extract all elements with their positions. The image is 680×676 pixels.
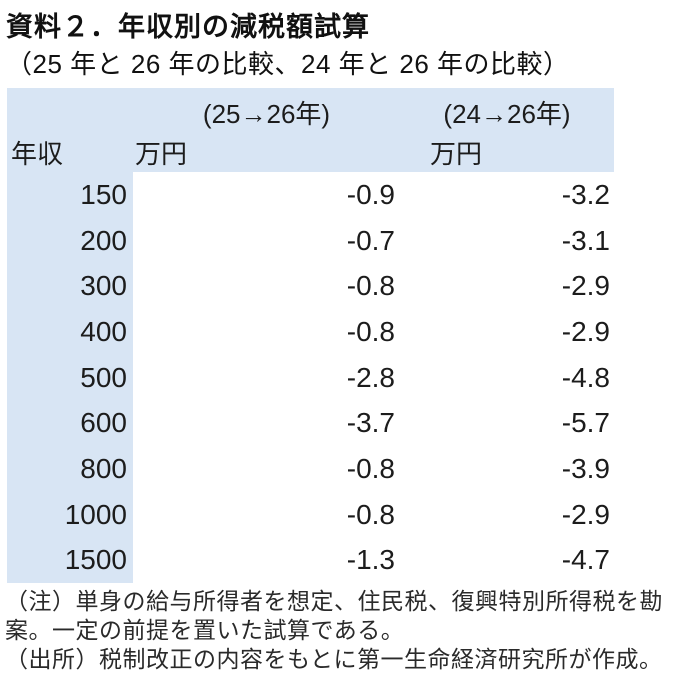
change-25-26-cell: -2.8 — [346, 361, 395, 393]
income-cell: 1500 — [7, 537, 133, 584]
table-row: 150 -0.9 -3.2 — [7, 172, 614, 218]
unit-label-col1: 万円 — [135, 139, 188, 169]
change-25-26-cell: -3.7 — [346, 407, 395, 439]
footnotes: （注）単身の給与所得者を想定、住民税、復興特別所得税を勘 案。一定の前提を置いた… — [5, 587, 677, 674]
change-25-26-cell: -0.7 — [346, 224, 395, 256]
change-25-26-cell: -0.9 — [346, 178, 395, 210]
income-cell: 1000 — [7, 491, 133, 538]
income-cell: 500 — [7, 354, 133, 401]
table-row: 600 -3.7 -5.7 — [7, 400, 614, 447]
change-24-26-cell: -2.9 — [561, 270, 610, 302]
income-cell: 600 — [7, 400, 133, 447]
change-25-26-cell: -0.8 — [346, 315, 395, 347]
change-25-26-cell: -1.3 — [346, 544, 395, 576]
change-24-26-cell: -2.9 — [561, 498, 610, 530]
change-24-26-cell: -4.8 — [561, 361, 610, 393]
income-cell: 300 — [7, 263, 133, 310]
income-cell: 200 — [7, 217, 133, 264]
change-25-26-cell: -0.8 — [346, 452, 395, 484]
source-line: （出所）税制改正の内容をもとに第一生命経済研究所が作成。 — [5, 647, 663, 672]
change-24-26-cell: -2.9 — [561, 315, 610, 347]
note-line-1: （注）単身の給与所得者を想定、住民税、復興特別所得税を勘 — [5, 589, 663, 614]
income-cell: 150 — [7, 172, 133, 218]
unit-label-col2: 万円 — [430, 139, 483, 169]
change-24-26-cell: -5.7 — [561, 407, 610, 439]
table-row: 200 -0.7 -3.1 — [7, 217, 614, 264]
page-subtitle: （25 年と 26 年の比較、24 年と 26 年の比較） — [6, 49, 570, 79]
tax-reduction-table: (25→26年) (24→26年) 年収 万円 万円 150 -0.9 -3.2… — [7, 88, 614, 584]
table-header-labels: 年収 万円 万円 — [7, 130, 614, 172]
table-row: 1500 -1.3 -4.7 — [7, 537, 614, 584]
table-header-groups: (25→26年) (24→26年) — [7, 88, 614, 130]
income-cell: 800 — [7, 446, 133, 492]
table-row: 500 -2.8 -4.8 — [7, 354, 614, 401]
table-body: 150 -0.9 -3.2 200 -0.7 -3.1 300 -0.8 -2.… — [7, 172, 614, 584]
change-24-26-cell: -3.9 — [561, 452, 610, 484]
table-row: 300 -0.8 -2.9 — [7, 263, 614, 310]
change-24-26-cell: -3.1 — [561, 224, 610, 256]
income-column-header: 年収 — [11, 139, 64, 169]
change-24-26-cell: -4.7 — [561, 544, 610, 576]
column-group-24-26: (24→26年) — [443, 99, 571, 129]
change-25-26-cell: -0.8 — [346, 270, 395, 302]
table-header: (25→26年) (24→26年) 年収 万円 万円 — [7, 88, 614, 172]
page-title: 資料２．年収別の減税額試算 — [6, 12, 370, 42]
income-cell: 400 — [7, 309, 133, 355]
change-25-26-cell: -0.8 — [346, 498, 395, 530]
note-line-2: 案。一定の前提を置いた試算である。 — [5, 618, 405, 643]
change-24-26-cell: -3.2 — [561, 178, 610, 210]
table-row: 400 -0.8 -2.9 — [7, 309, 614, 355]
table-row: 800 -0.8 -3.9 — [7, 446, 614, 492]
column-group-25-26: (25→26年) — [202, 99, 331, 129]
table-row: 1000 -0.8 -2.9 — [7, 491, 614, 538]
